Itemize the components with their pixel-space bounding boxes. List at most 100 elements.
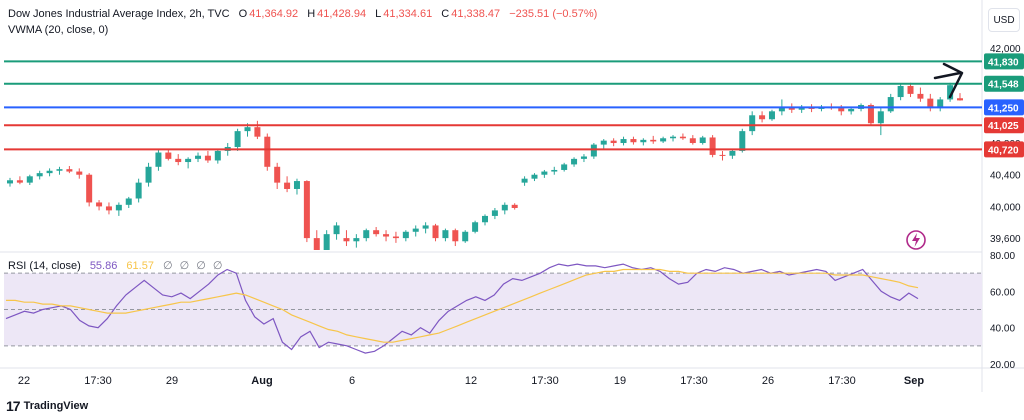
candle-body — [363, 230, 370, 239]
candle-body — [432, 225, 439, 239]
level-label-bg — [984, 53, 1024, 70]
time-tick-label: 17:30 — [84, 375, 112, 387]
candle-body — [165, 152, 172, 159]
candle-body — [264, 136, 271, 167]
candle-body — [214, 150, 221, 161]
candle-body — [709, 137, 716, 155]
candle-body — [135, 182, 142, 199]
candle-body — [580, 156, 587, 159]
candle-body — [392, 236, 399, 239]
candle-body — [600, 140, 607, 145]
rsi-ma-value: 61.57 — [126, 260, 154, 272]
rsi-tick-label: 80.00 — [990, 251, 1015, 262]
candle-body — [96, 202, 103, 207]
candle-body — [373, 230, 380, 235]
candle-body — [254, 127, 261, 137]
candle-body — [105, 206, 112, 211]
low-label: L — [375, 8, 382, 20]
indicator-legend[interactable]: VWMA (20, close, 0) — [8, 24, 110, 36]
rsi-ma-line — [6, 268, 919, 343]
time-tick-label: 12 — [465, 375, 477, 387]
candle-body — [412, 228, 419, 232]
candle-body — [36, 173, 43, 177]
price-tick-label: 39,600 — [990, 234, 1021, 245]
price-tick-label: 40,400 — [990, 171, 1021, 182]
candle-body — [185, 158, 192, 163]
candle-body — [541, 171, 548, 175]
candle-body — [284, 182, 291, 189]
candle-body — [303, 181, 310, 239]
price-tick-label: 40,000 — [990, 202, 1021, 213]
candle-body — [422, 225, 429, 229]
candle-body — [590, 144, 597, 157]
candle-body — [531, 174, 538, 179]
low-value: 41,334.61 — [383, 8, 433, 20]
time-tick-label: 22 — [18, 375, 30, 387]
candle-body — [482, 215, 488, 223]
candle-body — [195, 155, 202, 159]
level-label: 41,548 — [988, 80, 1019, 91]
candle-body — [56, 169, 63, 171]
candle-body — [353, 238, 360, 242]
candle-body — [491, 210, 498, 216]
close-label: C — [441, 8, 450, 20]
candle-body — [125, 198, 132, 205]
candle-body — [511, 204, 518, 208]
candle-body — [571, 158, 578, 165]
candle-body — [679, 136, 686, 139]
open-label: O — [238, 8, 248, 20]
time-tick-label: 19 — [614, 375, 626, 387]
candle-body — [402, 231, 409, 239]
rsi-tick-label: 40.00 — [990, 324, 1015, 335]
candle-body — [561, 164, 568, 170]
candle-body — [234, 131, 241, 147]
level-label: 41,025 — [988, 121, 1019, 132]
candle-body — [46, 170, 53, 174]
time-tick-label: 6 — [349, 375, 355, 387]
price-tick-label: 42,000 — [990, 44, 1021, 55]
currency-button[interactable]: USD — [988, 8, 1020, 32]
level-label: 41,830 — [988, 57, 1019, 68]
candle-body — [640, 139, 647, 143]
level-label-bg — [984, 117, 1024, 134]
lightning-icon[interactable] — [905, 229, 927, 251]
candle-body — [76, 171, 83, 175]
tradingview-wordmark: TradingView — [23, 400, 89, 412]
candle-body — [699, 137, 706, 144]
candle-body — [551, 169, 558, 172]
candle-body — [383, 234, 390, 237]
candle-body — [7, 180, 13, 184]
arrow-annotation — [933, 62, 964, 99]
candle-body — [957, 98, 963, 101]
close-value: 41,338.47 — [451, 8, 501, 20]
time-tick-label: 17:30 — [828, 375, 856, 387]
candle-body — [729, 150, 736, 156]
level-label-bg — [984, 99, 1024, 116]
symbol-header: Dow Jones Industrial Average Index, 2h, … — [8, 8, 599, 20]
candle-body — [620, 139, 627, 144]
candle-body — [838, 108, 845, 112]
candle-body — [907, 85, 914, 94]
candle-body — [759, 115, 766, 120]
candle-body — [848, 108, 855, 112]
candle-body — [650, 139, 657, 142]
vwma-label: VWMA (20, close, 0) — [8, 24, 109, 36]
candle-body — [66, 169, 73, 172]
rsi-band — [4, 273, 982, 346]
candle-body — [798, 107, 805, 110]
candle-body — [887, 97, 894, 112]
candle-body — [333, 225, 340, 235]
high-label: H — [307, 8, 316, 20]
tradingview-logo[interactable]: 17 TradingView — [6, 398, 88, 414]
rsi-legend[interactable]: RSI (14, close) 55.86 61.57 ∅ ∅ ∅ ∅ — [8, 259, 227, 272]
tradingview-mark-icon: 17 — [6, 398, 21, 414]
time-tick-label: 29 — [166, 375, 178, 387]
high-value: 41,428.94 — [317, 8, 367, 20]
symbol-title: Dow Jones Industrial Average Index, 2h, … — [8, 8, 230, 20]
candles-group — [7, 82, 963, 250]
candle-body — [897, 85, 904, 98]
candle-body — [917, 93, 924, 99]
candle-body — [313, 238, 320, 250]
candle-body — [244, 127, 251, 132]
level-label: 40,720 — [988, 145, 1019, 156]
